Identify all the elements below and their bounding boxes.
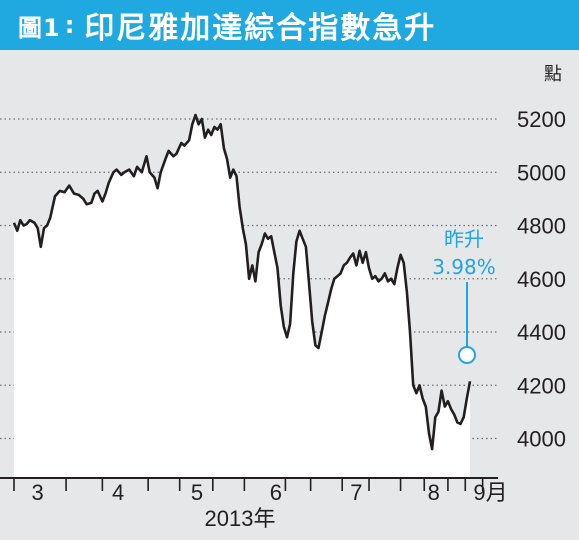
x-axis	[0, 477, 498, 491]
x-tick-label: 9月	[473, 480, 507, 505]
x-tick-label: 7	[350, 480, 362, 505]
y-tick-label: 4800	[517, 214, 566, 239]
year-label: 2013年	[205, 506, 276, 531]
x-tick-label: 8	[428, 480, 440, 505]
y-unit-label: 點	[544, 64, 562, 85]
annotation-label-line2: 3.98%	[432, 255, 496, 279]
series-line	[12, 113, 472, 451]
annotation-label-line1: 昨升	[444, 227, 484, 251]
y-tick-label: 4600	[517, 267, 566, 292]
x-tick-labels: 3 4 5 6 7 8 9月	[32, 480, 508, 505]
y-tick-label: 5000	[517, 160, 566, 185]
header-colon: :	[64, 11, 75, 39]
figure-label: 圖1	[18, 13, 61, 42]
y-tick-label: 4200	[517, 373, 566, 398]
x-tick-label: 5	[191, 480, 203, 505]
y-tick-label: 4000	[517, 427, 566, 452]
y-tick-label: 5200	[517, 107, 566, 132]
annotation-marker	[458, 346, 476, 364]
chart-title: 印尼雅加達綜合指數急升	[84, 11, 437, 46]
annotation: 昨升 3.98%	[432, 227, 496, 364]
y-tick-labels: 4000 4200 4400 4600 4800 5000 5200	[517, 107, 566, 452]
x-tick-label: 3	[32, 480, 44, 505]
x-tick-label: 6	[270, 480, 282, 505]
y-tick-label: 4400	[517, 320, 566, 345]
chart-area: 4000 4200 4400 4600 4800 5000 5200 3 4 5 6 7 8 9月 點 …	[0, 50, 579, 540]
chart-header: 圖1 : 印尼雅加達綜合指數急升	[0, 0, 579, 50]
x-tick-label: 4	[112, 480, 124, 505]
area-fill	[14, 115, 470, 478]
